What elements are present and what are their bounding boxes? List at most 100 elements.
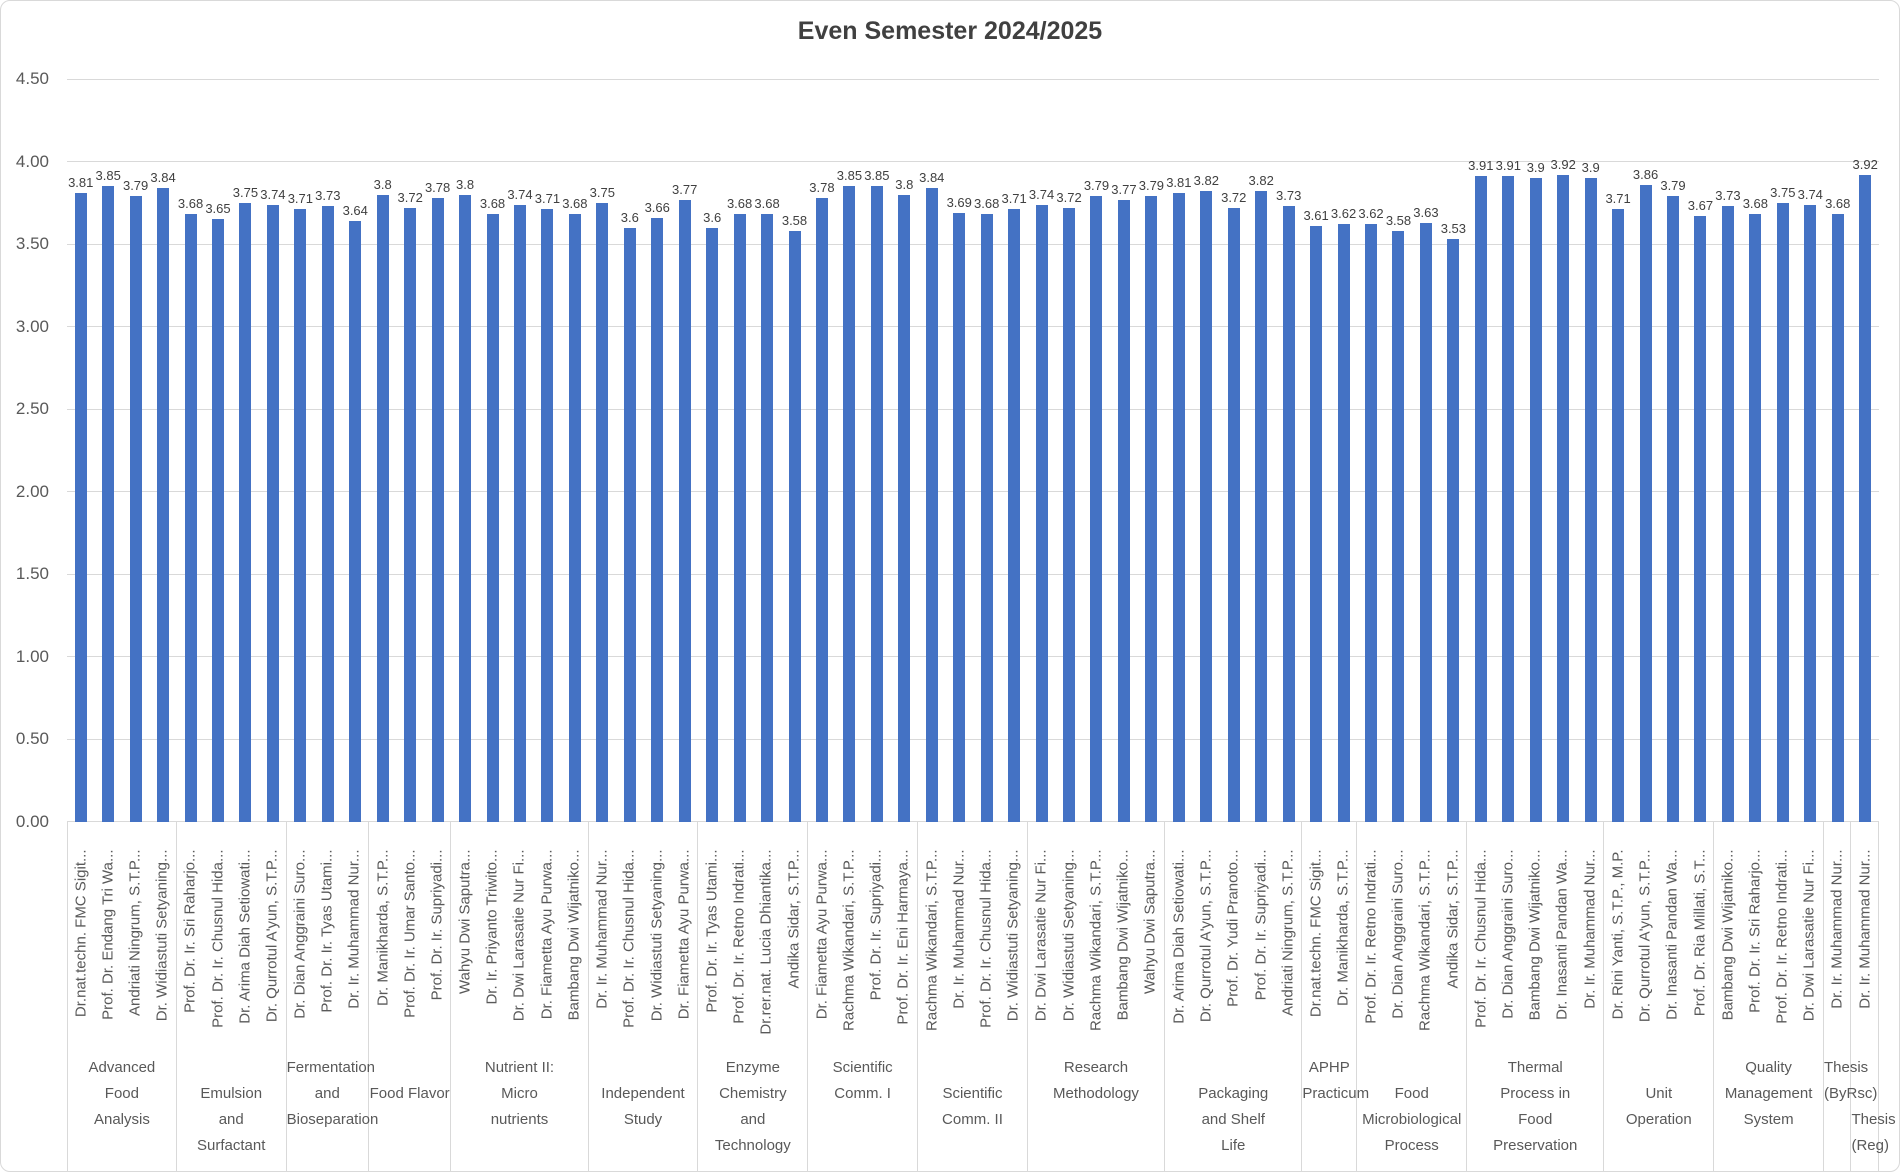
course-label: Emulsion and Surfactant <box>177 1041 286 1159</box>
gridline <box>67 491 1879 493</box>
bar <box>184 214 197 822</box>
course-label-line: Enzyme <box>725 1059 780 1076</box>
bar <box>733 214 746 822</box>
lecturer-label: Dr. Dian Anggraini Suro... <box>1499 849 1517 1019</box>
lecturer-label: Andika Sidar, S.T.P... <box>1444 849 1461 989</box>
bar-value-label: 3.67 <box>1687 198 1714 214</box>
bar <box>678 199 691 822</box>
bar-cell: 3.53 <box>1440 79 1467 822</box>
bar <box>1749 214 1762 822</box>
group-plot: 3.71 3.73 3.64 <box>287 79 369 822</box>
course-label: Quality Management System <box>1714 1041 1823 1133</box>
lecturer-cell: Andika Sidar, S.T.P... <box>780 822 807 1041</box>
course-cell: Emulsion and Surfactant <box>177 1041 287 1171</box>
bar <box>541 209 554 822</box>
course-label: Advanced Food Analysis <box>68 1041 176 1133</box>
y-axis-label: 3.00 <box>15 316 49 336</box>
bar-cell: 3.6 <box>698 79 725 822</box>
lecturer-cell: Dr. Dian Anggraini Suro... <box>1385 822 1412 1041</box>
course-label: Thermal Process in Food Preservation <box>1467 1041 1603 1159</box>
bar-value-label: 3.69 <box>946 194 972 210</box>
group-lecturer-labels: Rachma Wikandari, S.T.P... Dr. Ir. Muhamm… <box>918 822 1028 1041</box>
bar-value-label: 3.85 <box>864 168 890 184</box>
course-label-line: Fermentation <box>286 1059 375 1076</box>
course-label: Thesis (ByRsc) <box>1824 1041 1878 1107</box>
course-label: Thesis (Reg) <box>1851 1041 1895 1159</box>
lecturer-cell: Dr. Widiastuti Setyaning... <box>1000 822 1027 1041</box>
lecturer-cell: Dr. Dian Anggraini Suro... <box>1494 822 1521 1041</box>
lecturer-label: Andika Sidar, S.T.P... <box>785 849 803 989</box>
course-label-line: (ByRsc) <box>1824 1085 1878 1102</box>
bar-value-label: 3.82 <box>1248 173 1274 189</box>
bar-value-label: 3.68 <box>754 196 780 212</box>
bar-cell: 3.74 <box>259 79 286 822</box>
bar-cell: 3.71 <box>534 79 561 822</box>
bar <box>706 227 719 822</box>
bar <box>294 209 307 822</box>
lecturer-cell: Prof. Dr. Yudi Pranoto... <box>1220 822 1247 1041</box>
bar-value-label: 3.8 <box>456 176 475 192</box>
lecturer-cell: Prof. Dr. Ir. Chusnul Hida... <box>616 822 643 1041</box>
bar-cell: 3.79 <box>1138 79 1165 822</box>
bar-value-label: 3.78 <box>424 179 451 195</box>
bar-group: 3.81 3.85 3.79 3.84 Dr.nat.techn. FMC Sigit.… <box>67 79 177 1171</box>
bar-cell: 3.75 <box>232 79 259 822</box>
group-lecturer-labels: Dr.nat.techn. FMC Sigit... Dr. Manikharda… <box>1302 822 1358 1041</box>
bar-group: 3.75 3.6 3.66 3.77 Dr. Ir. Muhammad Nur... Pr… <box>589 79 699 1171</box>
bar <box>1200 191 1213 822</box>
lecturer-label: Dr.nat.techn. FMC Sigit... <box>72 849 90 1018</box>
bar <box>1063 207 1076 822</box>
lecturer-label: Dr. Widiastuti Setyaning... <box>648 849 666 1022</box>
bar <box>1859 174 1872 822</box>
bar-value-label: 3.62 <box>1358 206 1384 222</box>
course-label-line: Practicum <box>1302 1085 1370 1102</box>
lecturer-cell: Dr. Manikharda, S.T.P... <box>1329 822 1356 1041</box>
course-label-line: Independent <box>601 1085 685 1102</box>
course-cell: Packaging and Shelf Life <box>1165 1041 1303 1171</box>
bar <box>129 196 142 822</box>
bar-value-label: 3.6 <box>620 209 639 225</box>
bar-value-label: 3.73 <box>1276 188 1302 204</box>
bar-cell: 3.75 <box>1769 79 1796 822</box>
bar-value-label: 3.72 <box>397 189 423 205</box>
bar-cell: 3.62 <box>1330 79 1357 822</box>
bar <box>239 202 252 822</box>
chart-title: Even Semester 2024/2025 <box>797 17 1103 45</box>
bar-cell: 3.81 <box>1165 79 1192 822</box>
group-plot: 3.78 3.85 3.85 3.8 <box>808 79 918 822</box>
group-plot: 3.61 3.62 <box>1302 79 1357 822</box>
course-label: Independent Study <box>589 1041 698 1133</box>
lecturer-cell: Dr.nat.techn. FMC Sigit... <box>1302 822 1329 1041</box>
gridline <box>67 243 1879 245</box>
group-lecturer-labels: Dr. Arima Diah Setiowati... Dr. Qurrotul … <box>1165 822 1303 1041</box>
lecturer-cell: Dr. Fiametta Ayu Purwa... <box>533 822 560 1041</box>
course-cell: APHP Practicum <box>1302 1041 1370 1171</box>
bar <box>1337 224 1350 822</box>
group-lecturer-labels: Prof. Dr. Ir. Chusnul Hida... Dr. Dian An… <box>1467 822 1605 1041</box>
bar-value-label: 3.92 <box>1852 156 1878 172</box>
lecturer-cell: Dr. Rini Yanti, S.T.P., M.P. <box>1604 822 1631 1041</box>
bar-cell: 3.8 <box>369 79 396 822</box>
course-label-line: Preservation <box>1493 1137 1578 1154</box>
lecturer-cell: Bambang Dwi Wijatniko... <box>560 822 587 1041</box>
bar-group: 3.68 Dr. Ir. Muhammad Nur... Thesis (ByRsc) <box>1824 79 1878 1171</box>
group-plot: 3.75 3.6 3.66 3.77 <box>589 79 699 822</box>
lecturer-cell: Dr. Arima Diah Setiowati... <box>1165 822 1192 1041</box>
course-label-line: and Shelf <box>1201 1111 1265 1128</box>
bar-cell: 3.8 <box>451 79 478 822</box>
lecturer-cell: Dr. Inasanti Pandan Wa... <box>1549 822 1576 1041</box>
lecturer-cell: Dr. Manikharda, S.T.P... <box>369 822 396 1041</box>
lecturer-label: Prof. Dr. Ir. Retno Indrati... <box>1773 849 1791 1024</box>
lecturer-label: Dr. Dian Anggraini Suro... <box>291 849 309 1019</box>
bar-group: 3.8 3.68 3.74 3.71 3.68 Wahyu Dwi Saputra... D… <box>451 79 589 1171</box>
bar-cell: 3.77 <box>671 79 698 822</box>
bar-group: 3.91 3.91 3.9 3.92 3.9 Prof. Dr. Ir. Chusnul … <box>1467 79 1605 1171</box>
lecturer-label: Bambang Dwi Wijatniko... <box>1719 849 1737 1021</box>
bar <box>1667 196 1679 822</box>
course-label-line: Unit <box>1645 1085 1673 1102</box>
lecturer-label: Prof. Dr. Yudi Pranoto... <box>1224 849 1242 1007</box>
course-label-line: Analysis <box>93 1111 150 1128</box>
bar-value-label: 3.66 <box>644 199 670 215</box>
bar-value-label: 3.68 <box>1825 196 1851 212</box>
course-cell: Research Methodology <box>1028 1041 1166 1171</box>
